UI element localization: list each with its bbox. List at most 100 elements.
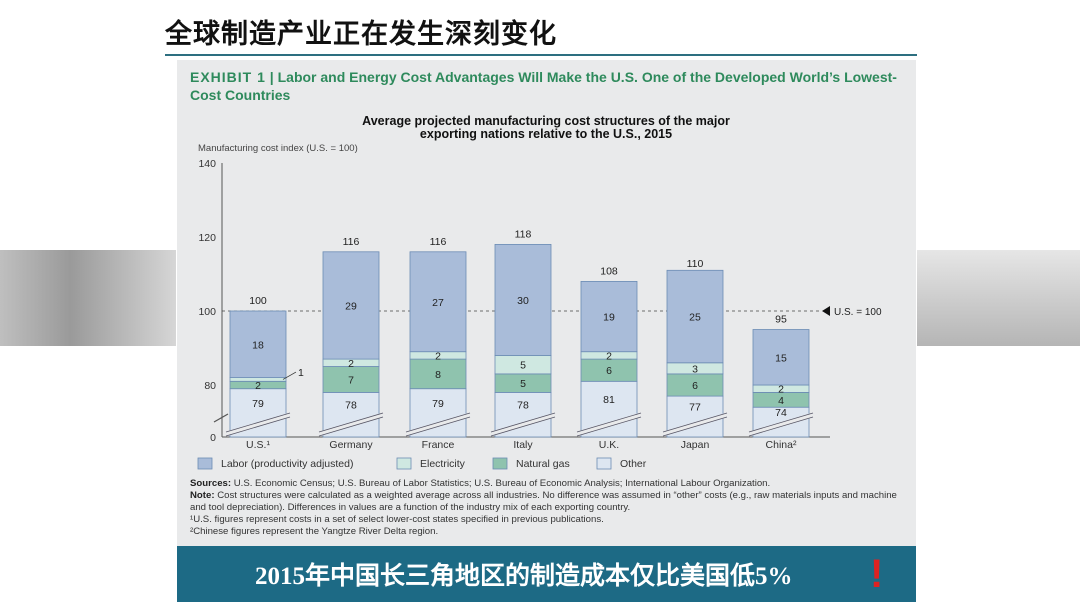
chart-notes: Sources: U.S. Economic Census; U.S. Bure… [190,478,910,538]
reference-arrow-icon [822,306,830,316]
legend-label: Natural gas [516,458,570,470]
banner-text: 2015年中国长三角地区的制造成本仅比美国低5% [255,563,793,590]
chart-title: exporting nations relative to the U.S., … [420,127,672,141]
data-label: 2 [778,384,784,396]
data-label: 2 [435,350,441,362]
bar-break-line [662,412,728,433]
x-tick-label: France [422,439,455,451]
bar-break-line [318,416,384,437]
bar-segment-labor-productivity-adjusted- [322,251,380,360]
y-tick-label: 120 [198,232,216,244]
bar-total-label: 116 [343,236,360,248]
y-tick-label: 0 [210,432,216,444]
data-label: 5 [520,378,526,390]
bar-total-label: 108 [600,265,618,277]
data-label: 7 [348,374,354,386]
legend-swatch [197,457,213,470]
data-label: 78 [517,400,529,412]
bar-break-line [225,416,291,437]
data-label: 30 [517,295,529,307]
x-tick-label: Japan [681,439,710,451]
x-tick-label: Germany [329,439,373,451]
data-label: 25 [689,312,701,324]
legend-swatch [396,457,412,470]
bar-break-mark [405,412,471,437]
data-label: 3 [692,363,698,375]
bar-segment-labor-productivity-adjusted- [580,280,638,353]
bar-segment-natural-gas [322,366,380,393]
x-tick-label: China² [766,439,797,451]
data-label: 6 [606,365,612,377]
data-label: 29 [345,300,357,312]
bar-break-line [576,416,642,437]
exhibit-title: Labor and Energy Cost Advantages Will Ma… [190,69,897,103]
bar-break-mark [662,412,728,437]
bar-break-line [225,412,291,433]
bar-break-line [490,416,556,437]
bar-break-line [318,412,384,433]
bar-break-line [490,412,556,433]
data-label: 77 [689,402,701,414]
x-tick-label: U.K. [599,439,619,451]
data-label: 8 [435,369,441,381]
data-label: 78 [345,400,357,412]
data-label: 15 [775,352,787,364]
bar-segment-labor-productivity-adjusted- [666,269,724,364]
bar-break-mark [225,412,291,437]
footnote-1: ¹U.S. figures represent costs in a set o… [190,514,604,525]
bar-segment-natural-gas [409,358,467,390]
legend-label: Other [620,458,647,470]
bar-break-line [576,412,642,433]
temple-of-heaven-image [917,250,1080,346]
note-text: Cost structures were calculated as a wei… [190,490,897,513]
sources-text: U.S. Economic Census; U.S. Bureau of Lab… [233,478,771,489]
note-label: Note: [190,490,215,501]
bar-break-mark [576,412,642,437]
data-label: 1 [298,367,304,379]
bar-segment-labor-productivity-adjusted- [229,310,287,378]
data-label: 81 [603,394,615,406]
legend-label: Electricity [420,458,466,470]
exhibit-label: EXHIBIT 1 [190,69,266,85]
y-tick-label: 100 [198,306,216,318]
data-label: 74 [775,407,787,419]
sources-label: Sources: [190,478,232,489]
bar-total-label: 95 [775,314,787,326]
bar-segment-labor-productivity-adjusted- [494,243,552,356]
legend-swatch [492,457,508,470]
conclusion-banner: 2015年中国长三角地区的制造成本仅比美国低5% ! [177,546,916,602]
bar-total-label: 116 [430,236,447,248]
y-tick-label: 140 [198,158,216,170]
callout-line [282,371,297,380]
data-label: 6 [692,380,698,392]
data-label: 79 [252,398,264,410]
bar-break-line [405,416,471,437]
data-label: 18 [252,339,264,351]
slide-title: 全球制造产业正在发生深刻变化 [165,19,557,50]
y-tick-label: 80 [204,380,216,392]
data-label: 5 [520,360,526,372]
y-axis-label: Manufacturing cost index (U.S. = 100) [198,143,358,154]
axis-break-mark [213,413,229,423]
bar-break-mark [490,412,556,437]
bar-segment-electricity [229,377,287,382]
bar-segment-labor-productivity-adjusted- [409,251,467,353]
bar-break-line [405,412,471,433]
bar-break-mark [318,412,384,437]
bar-total-label: 118 [515,228,532,240]
legend-swatch [596,457,612,470]
data-label: 79 [432,398,444,410]
bar-break-mark [748,412,814,437]
bar-break-line [662,416,728,437]
data-label: 2 [255,380,261,392]
legend-label: Labor (productivity adjusted) [221,458,354,470]
city-skyline-image [0,250,176,346]
data-label: 19 [603,312,615,324]
x-tick-label: Italy [513,439,533,451]
data-label: 4 [778,395,784,407]
data-label: 27 [432,297,444,309]
exclamation-icon: ! [870,552,884,596]
title-divider [165,54,917,56]
exhibit-heading: EXHIBIT 1 | Labor and Energy Cost Advant… [190,69,897,103]
